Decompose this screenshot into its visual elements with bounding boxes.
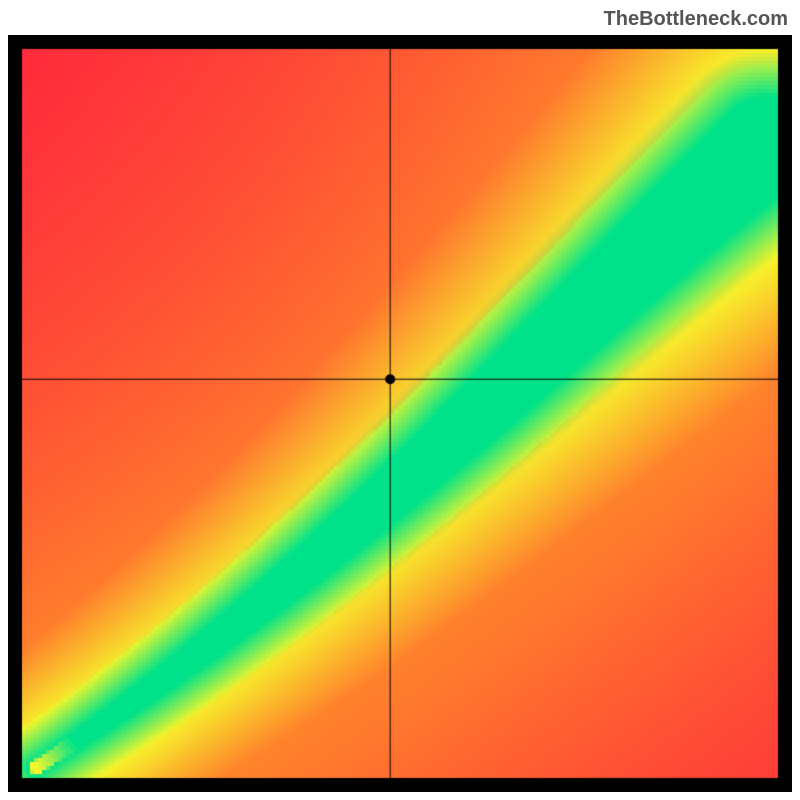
watermark-text: TheBottleneck.com — [604, 8, 788, 31]
heatmap-canvas — [8, 35, 792, 792]
heatmap-chart — [8, 35, 792, 792]
